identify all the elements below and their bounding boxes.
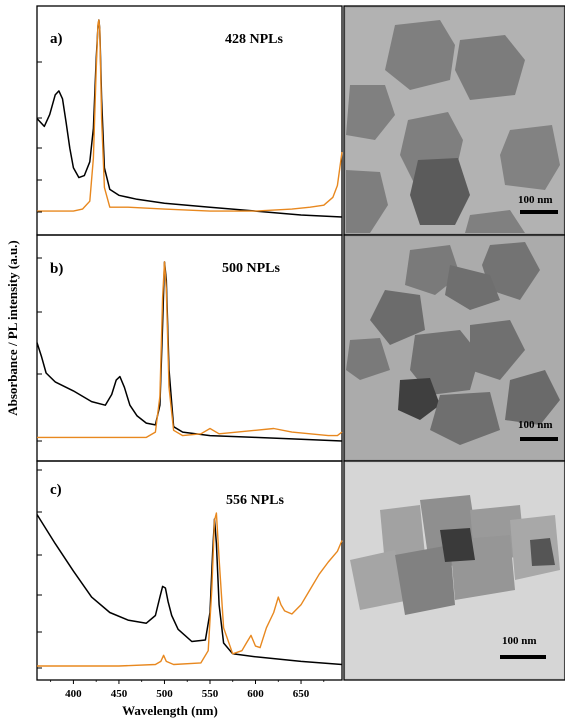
x-tick-label: 400: [65, 688, 82, 700]
tem-scale-bar-c: 100 nm: [502, 635, 537, 647]
panel-b-label: b): [50, 261, 63, 277]
panel-c-absorbance-line: [36, 514, 343, 666]
tem-image-b: 100 nm: [343, 234, 565, 462]
panel-c-title: 556 NPLs: [226, 493, 285, 508]
tem-scale-bar-a: 100 nm: [518, 194, 553, 206]
x-tick-label: 450: [111, 688, 128, 700]
panel-c-pl-line: [37, 512, 343, 667]
y-axis-label: Absorbance / PL intensity (a.u.): [5, 240, 20, 416]
plot-layer: [36, 19, 343, 669]
panel-a-pl-line: [37, 19, 343, 212]
x-tick-label: 550: [202, 688, 219, 700]
panel-a-title: 428 NPLs: [225, 32, 284, 47]
tem-image-c: 100 nm: [343, 460, 565, 681]
panel-b-pl-line: [37, 261, 343, 439]
x-axis-label: Wavelength (nm): [122, 703, 218, 718]
panel-b-title: 500 NPLs: [222, 261, 281, 276]
x-tick-label: 650: [293, 688, 310, 700]
x-axis: 400 450 500 550 600 650: [50, 680, 325, 700]
x-tick-label: 600: [247, 688, 264, 700]
panel-a-label: a): [50, 31, 63, 47]
panel-c-label: c): [50, 482, 62, 498]
x-tick-label: 500: [156, 688, 173, 700]
panel-c-frame: [36, 460, 343, 681]
panel-b-absorbance-line: [36, 261, 343, 442]
tem-scale-bar-b: 100 nm: [518, 419, 553, 431]
tem-image-a: 100 nm: [343, 5, 565, 236]
